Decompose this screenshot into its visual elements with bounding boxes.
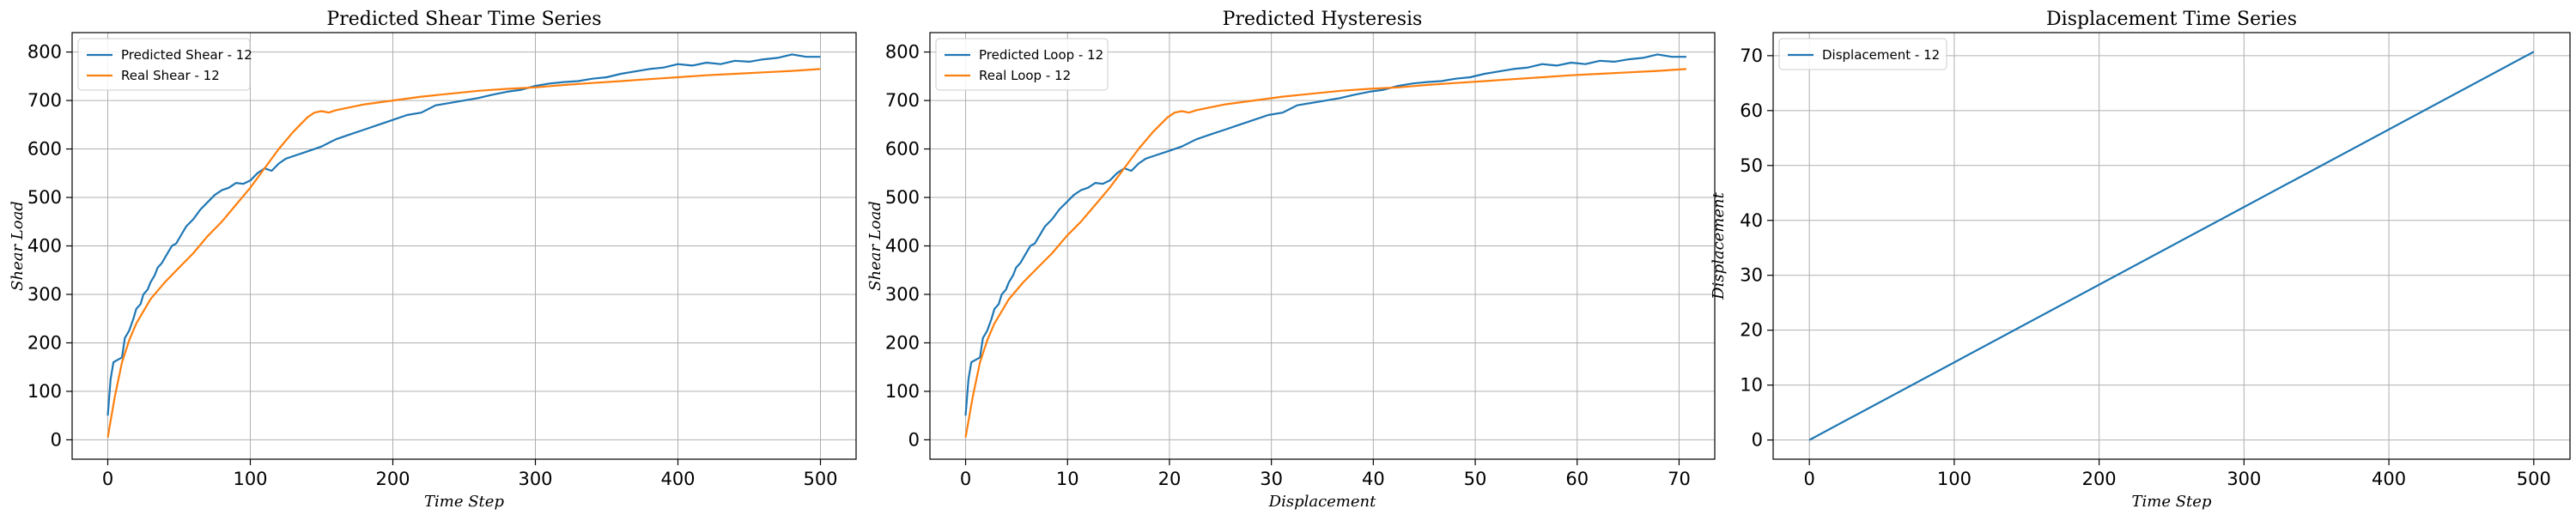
y-tick-label: 0 (908, 429, 920, 450)
chart-panel-shear-time-series: Predicted Shear Time Series Time Step Sh… (9, 9, 857, 511)
y-tick-label: 400 (27, 236, 62, 257)
series-line-0 (964, 53, 1686, 416)
chart-title: Predicted Shear Time Series (326, 9, 601, 30)
chart-panel-hysteresis: Predicted Hysteresis Displacement Shear … (866, 9, 1716, 511)
x-tick-label: 30 (1260, 469, 1283, 489)
y-tick-label: 500 (27, 187, 62, 208)
x-tick-label: 200 (375, 469, 410, 489)
y-tick-label: 200 (885, 332, 920, 353)
series-line-1 (964, 68, 1686, 438)
x-tick-label: 300 (518, 469, 552, 489)
grid-lines (72, 33, 856, 459)
axes-frame (929, 32, 1716, 460)
x-axis-label: Time Step (424, 493, 504, 511)
y-tick-label: 0 (51, 429, 62, 450)
chart-title: Displacement Time Series (2046, 9, 2297, 30)
y-tick-label: 300 (885, 284, 920, 305)
x-tick-label: 0 (960, 469, 971, 489)
y-tick-label: 50 (1740, 155, 1763, 176)
x-tick-label: 70 (1668, 469, 1691, 489)
x-tick-label: 40 (1362, 469, 1385, 489)
y-tick-label: 100 (885, 381, 920, 402)
chart-panel-displacement-time-series: Displacement Time Series Time Step Displ… (1710, 9, 2571, 511)
x-tick-label: 200 (2082, 469, 2117, 489)
series-line-1 (106, 68, 821, 438)
x-tick-label: 20 (1158, 469, 1182, 489)
y-tick-label: 40 (1740, 210, 1763, 231)
y-tick-label: 0 (1752, 430, 1763, 451)
y-tick-label: 70 (1740, 45, 1763, 66)
y-tick-label: 700 (885, 90, 920, 111)
legend-label: Displacement - 12 (1822, 47, 1940, 63)
legend-box (935, 38, 1109, 91)
y-tick-label: 600 (885, 139, 920, 160)
x-tick-label: 0 (102, 469, 113, 489)
x-tick-label: 50 (1464, 469, 1487, 489)
x-tick-label: 60 (1565, 469, 1589, 489)
x-tick-label: 100 (1937, 469, 1971, 489)
y-tick-label: 700 (27, 90, 62, 111)
series-line-0 (106, 53, 821, 416)
y-tick-label: 600 (27, 139, 62, 160)
chart-title: Predicted Hysteresis (1223, 9, 1423, 30)
y-tick-label: 20 (1740, 320, 1763, 341)
legend-label: Real Shear - 12 (121, 68, 220, 83)
legend-label: Predicted Shear - 12 (121, 47, 252, 63)
y-tick-label: 200 (27, 332, 62, 353)
x-tick-label: 10 (1056, 469, 1079, 489)
x-axis-label: Displacement (1268, 493, 1376, 511)
x-tick-label: 0 (1803, 469, 1814, 489)
series-line-0 (1808, 51, 2535, 441)
x-tick-label: 400 (2372, 469, 2406, 489)
y-tick-label: 500 (885, 187, 920, 208)
x-axis-label: Time Step (2132, 493, 2212, 511)
y-tick-label: 60 (1740, 100, 1763, 121)
legend-box (1778, 38, 1947, 70)
y-tick-label: 30 (1740, 265, 1763, 286)
legend-label: Predicted Loop - 12 (979, 47, 1103, 63)
y-axis-label: Displacement (1710, 191, 1728, 300)
y-tick-label: 300 (27, 284, 62, 305)
y-tick-label: 10 (1740, 375, 1763, 396)
y-axis-label: Shear Load (9, 201, 27, 291)
y-tick-label: 800 (885, 42, 920, 63)
x-tick-label: 400 (660, 469, 695, 489)
y-axis-label: Shear Load (866, 201, 884, 291)
y-tick-label: 100 (27, 381, 62, 402)
x-tick-label: 300 (2227, 469, 2261, 489)
x-tick-label: 500 (803, 469, 837, 489)
x-tick-label: 500 (2517, 469, 2551, 489)
legend-label: Real Loop - 12 (979, 68, 1071, 83)
legend-box (77, 38, 251, 91)
y-tick-label: 400 (885, 236, 920, 257)
y-tick-label: 800 (27, 42, 62, 63)
x-tick-label: 100 (233, 469, 267, 489)
axes-frame (71, 32, 857, 460)
axes-frame (1772, 32, 2571, 460)
grid-lines (930, 33, 1715, 459)
grid-lines (1773, 33, 2570, 459)
